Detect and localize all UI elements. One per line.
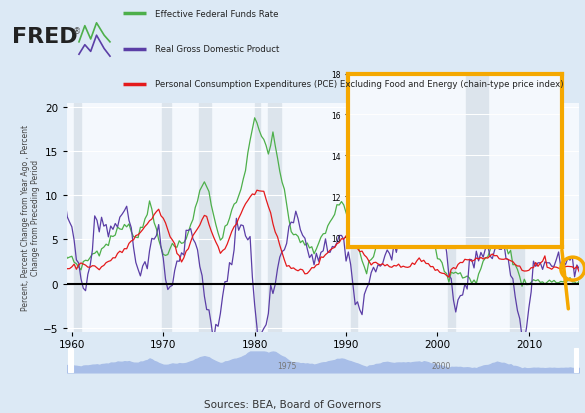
Bar bbox=[254, 103, 260, 332]
Bar bbox=[163, 103, 171, 332]
Text: ®: ® bbox=[73, 26, 81, 36]
Text: Real Gross Domestic Product: Real Gross Domestic Product bbox=[155, 45, 280, 54]
Bar bbox=[68, 348, 73, 373]
Text: FRED: FRED bbox=[12, 26, 77, 47]
Y-axis label: Percent, Percent Change from Year Ago , Percent
Change from Preceding Period: Percent, Percent Change from Year Ago , … bbox=[20, 125, 40, 311]
Text: 1975: 1975 bbox=[278, 361, 297, 370]
Bar bbox=[199, 103, 211, 332]
Bar bbox=[466, 74, 488, 248]
Bar bbox=[269, 103, 281, 332]
Bar bbox=[74, 103, 81, 332]
Text: 2000: 2000 bbox=[431, 361, 450, 370]
Bar bbox=[449, 103, 455, 332]
Text: Sources: BEA, Board of Governors: Sources: BEA, Board of Governors bbox=[204, 399, 381, 409]
Bar bbox=[574, 348, 578, 373]
Text: Personal Consumption Expenditures (PCE) Excluding Food and Energy (chain-type pr: Personal Consumption Expenditures (PCE) … bbox=[155, 80, 563, 89]
Bar bbox=[350, 103, 357, 332]
Text: Effective Federal Funds Rate: Effective Federal Funds Rate bbox=[155, 10, 278, 19]
Bar bbox=[510, 103, 524, 332]
